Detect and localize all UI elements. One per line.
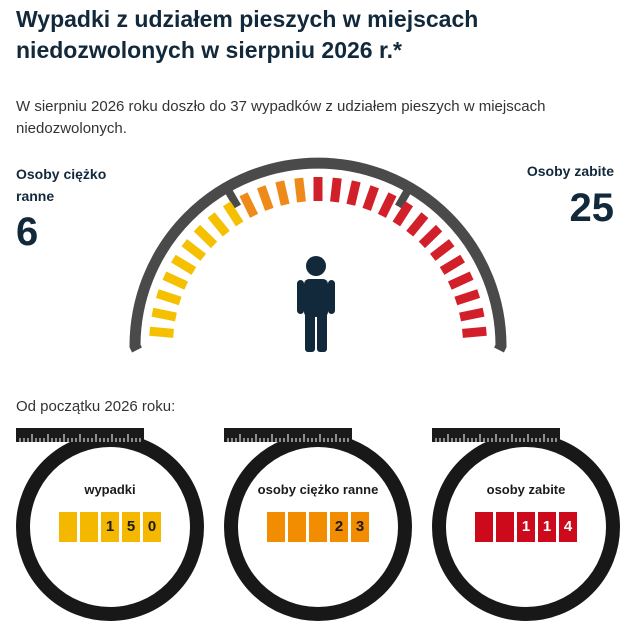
section-title: Od początku 2026 roku: [16, 398, 176, 415]
gauge-segment [459, 307, 485, 322]
gauge-segment [447, 271, 474, 290]
gauge-segment [257, 185, 274, 211]
counter-digit [309, 512, 327, 542]
gauge-segment [377, 192, 397, 218]
counter-digit: 0 [143, 512, 161, 542]
gauge-segment [462, 326, 487, 338]
gauge-segment [155, 289, 182, 306]
gauge-segment [151, 307, 177, 322]
counter-digit: 5 [122, 512, 140, 542]
ruler-icon [224, 428, 352, 442]
gauge-segment [275, 180, 290, 206]
killed-label: Osoby zabite [526, 163, 614, 179]
injured-label: Osoby ciężko ranne [16, 166, 107, 204]
counter-digit: 3 [351, 512, 369, 542]
counter-label: osoby ciężko ranne [257, 482, 379, 497]
counter-digit [59, 512, 77, 542]
gauge-segment [162, 271, 189, 290]
ruler-icon [432, 428, 560, 442]
counter-digit [288, 512, 306, 542]
killed-value: 25 [569, 186, 615, 230]
counter-digit [267, 512, 285, 542]
counter-label: wypadki [84, 482, 136, 497]
counter-digit: 2 [330, 512, 348, 542]
gauge-segment [406, 212, 429, 237]
gauge-segment [171, 254, 197, 275]
gauge-divider [220, 181, 241, 209]
gauge-segment [193, 224, 218, 249]
counter-digit [80, 512, 98, 542]
gauge-segment [207, 212, 230, 237]
gauge-segment [149, 326, 174, 338]
gauge-segment [239, 192, 259, 218]
gauge-segment [454, 289, 481, 306]
gauge-segment [439, 254, 465, 275]
gauge-arc-line [129, 157, 507, 353]
gauge-segment [418, 224, 443, 249]
counter-digit: 4 [559, 512, 577, 542]
counter-digit [475, 512, 493, 542]
gauge-arc [129, 157, 507, 353]
counter-digit [496, 512, 514, 542]
counter-digit: 1 [517, 512, 535, 542]
counter-digit: 1 [101, 512, 119, 542]
gauge [129, 157, 507, 353]
gauge-segment [330, 177, 342, 203]
gauge-segment [181, 239, 207, 261]
ruler-icon [16, 428, 144, 442]
gauge-segment [346, 180, 361, 206]
gauge-segment [429, 239, 455, 261]
gauge-segment [222, 201, 244, 227]
counter-label: osoby zabite [486, 482, 566, 497]
gauge-segment [362, 185, 379, 211]
gauge-segment [294, 177, 306, 203]
gauge-segments [149, 177, 487, 338]
injured-value: 6 [16, 210, 39, 254]
intro-text: W sierpniu 2026 roku doszło do 37 wypadk… [16, 98, 546, 137]
counter-digit: 1 [538, 512, 556, 542]
gauge-divider [395, 181, 416, 209]
pedestrian-icon [297, 256, 335, 352]
gauge-segment [392, 201, 414, 227]
page-title: Wypadki z udziałem pieszych w miejscach … [16, 6, 479, 63]
